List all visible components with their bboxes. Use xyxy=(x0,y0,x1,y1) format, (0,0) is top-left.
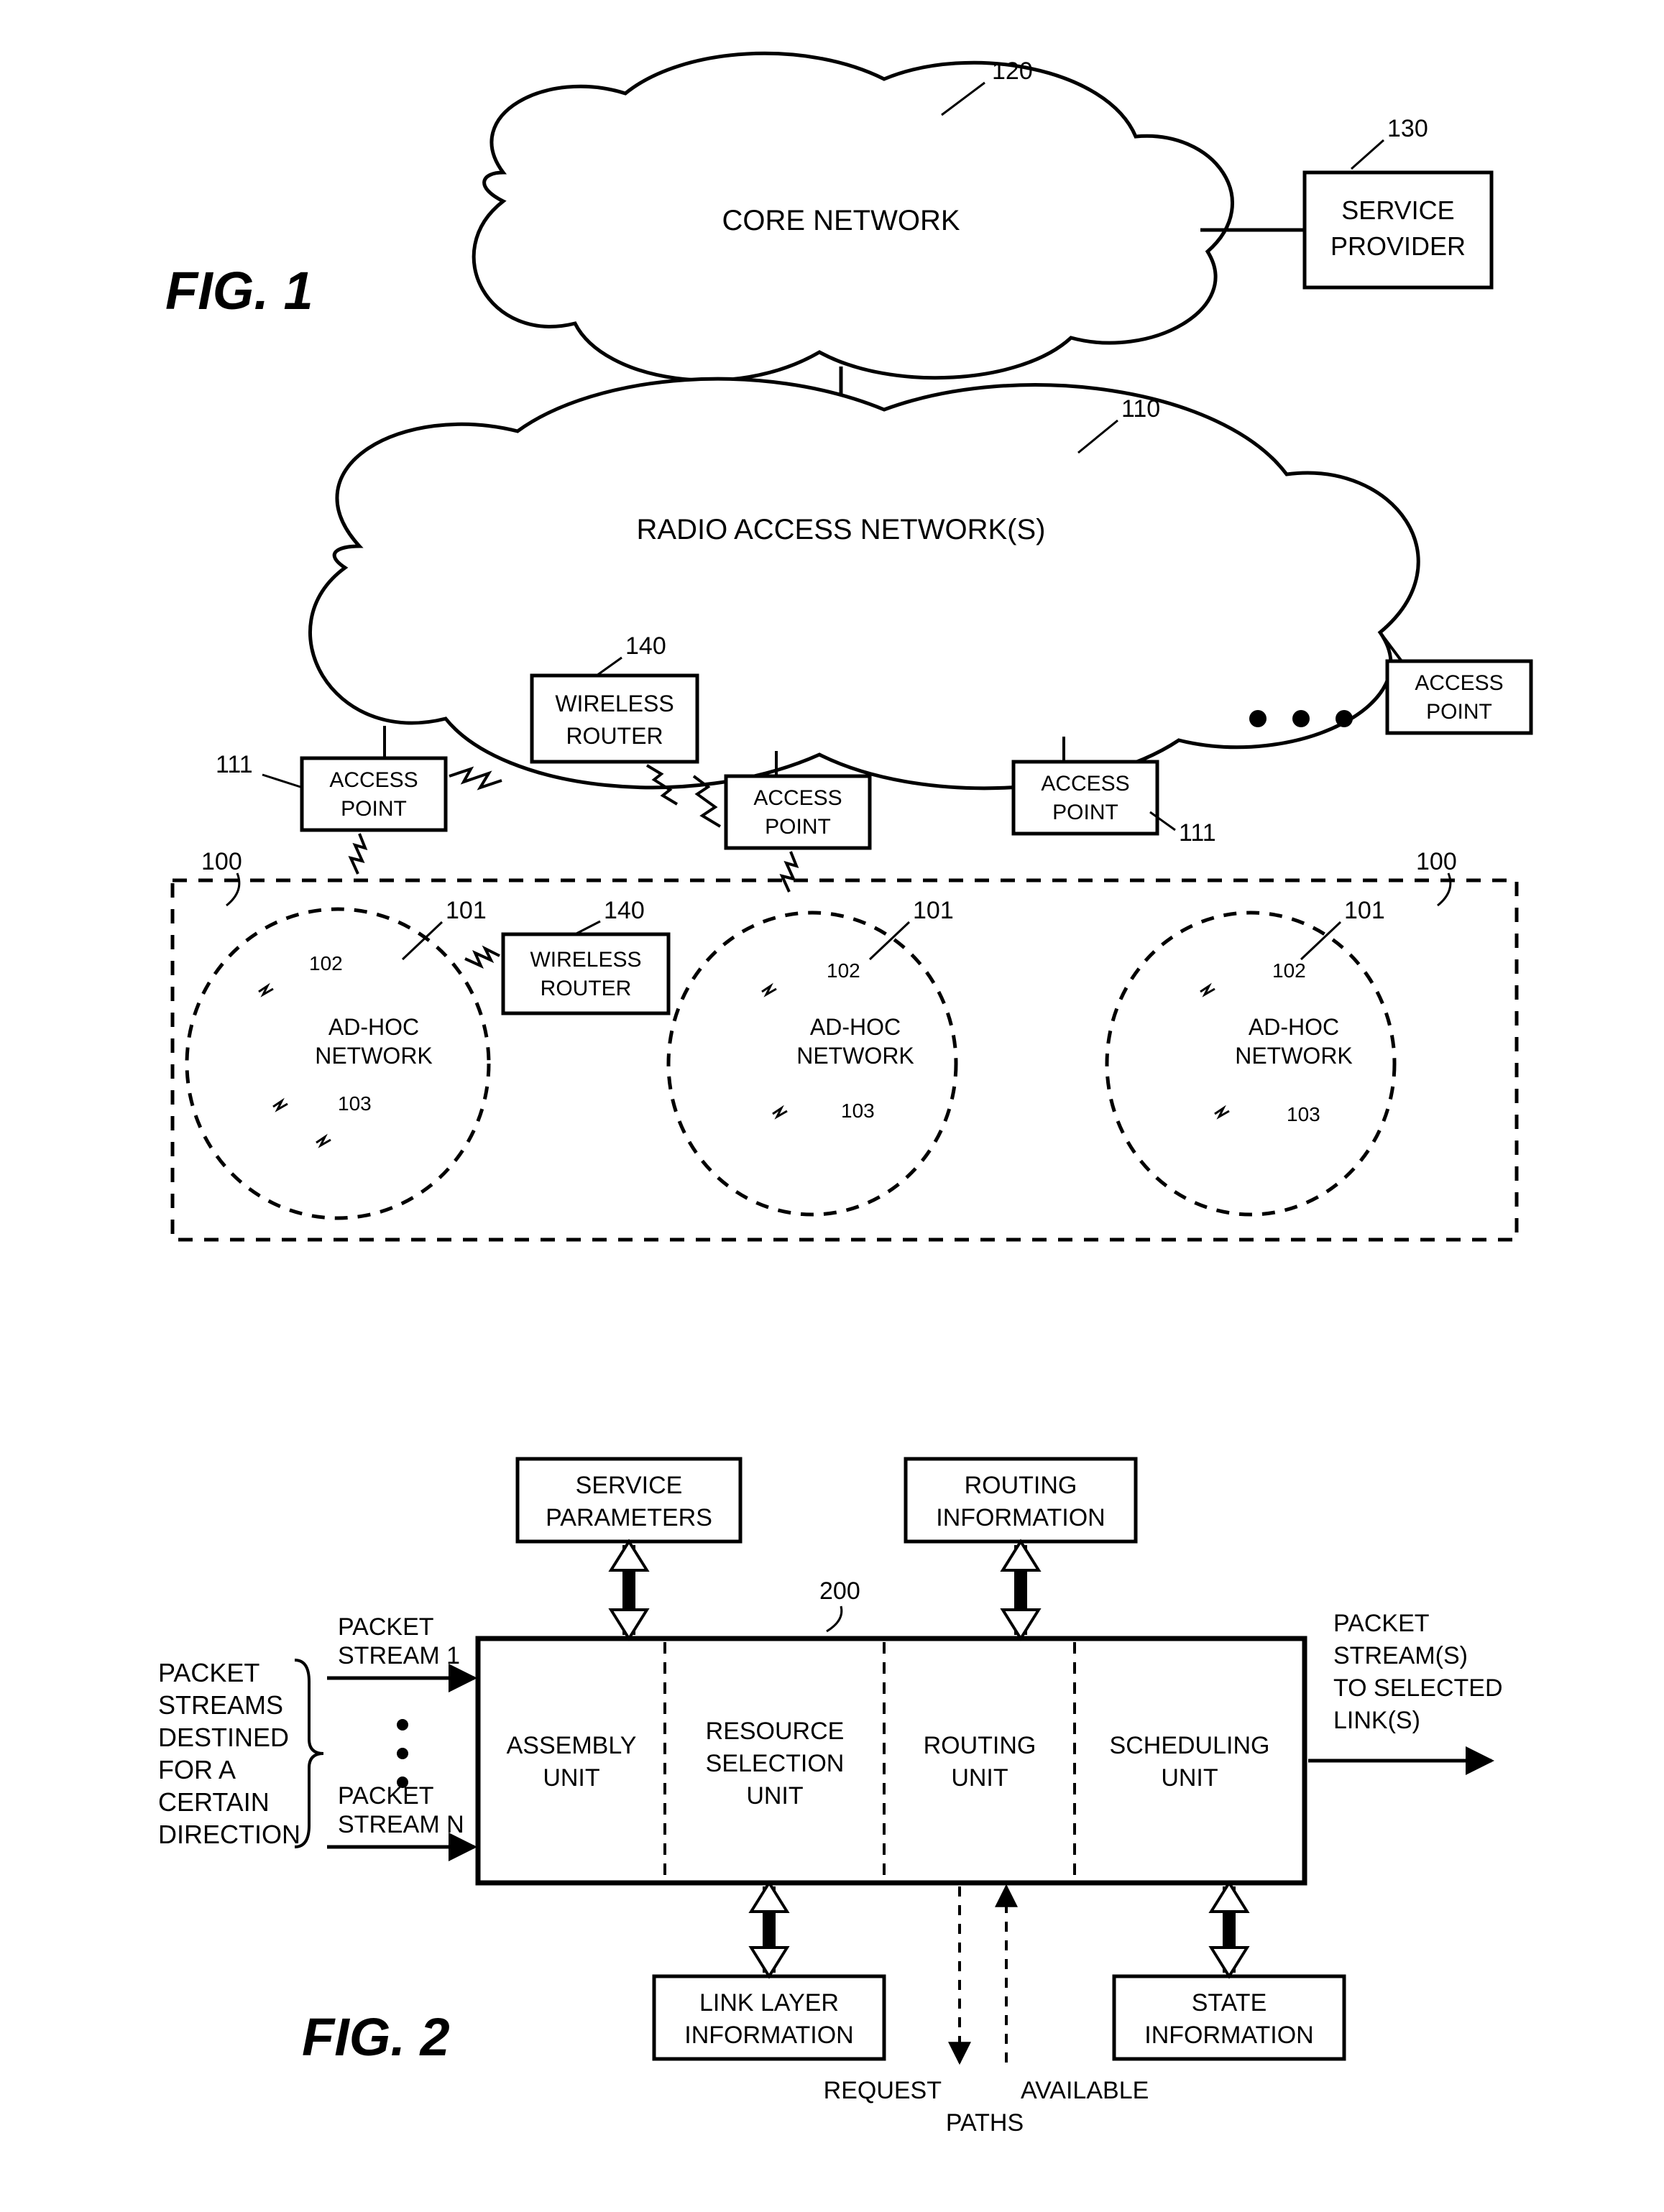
svg-text:STATE: STATE xyxy=(1192,1989,1267,2017)
service-parameters-box: SERVICE PARAMETERS xyxy=(518,1459,740,1542)
svg-text:ROUTING: ROUTING xyxy=(924,1732,1036,1759)
svg-text:102: 102 xyxy=(827,959,860,982)
fig1-title: FIG. 1 xyxy=(165,261,313,321)
svg-text:AD-HOC: AD-HOC xyxy=(810,1014,901,1040)
link-layer-box: LINK LAYER INFORMATION xyxy=(654,1976,884,2059)
svg-text:LINK(S): LINK(S) xyxy=(1333,1707,1420,1734)
adhoc-ref-101-a: 101 xyxy=(446,897,487,924)
svg-text:ROUTING: ROUTING xyxy=(965,1472,1077,1499)
svg-text:NETWORK: NETWORK xyxy=(796,1043,914,1069)
service-provider-l1: SERVICE xyxy=(1341,195,1454,225)
svg-text:POINT: POINT xyxy=(1052,801,1118,824)
svg-text:AD-HOC: AD-HOC xyxy=(1249,1014,1339,1040)
svg-text:UNIT: UNIT xyxy=(746,1782,803,1810)
fig2-ref: 200 xyxy=(819,1577,860,1605)
service-provider: SERVICE PROVIDER 130 xyxy=(1200,115,1491,287)
svg-text:NETWORK: NETWORK xyxy=(315,1043,433,1069)
svg-text:RESOURCE: RESOURCE xyxy=(706,1718,845,1745)
service-provider-ref: 130 xyxy=(1387,115,1428,142)
svg-text:TO SELECTED: TO SELECTED xyxy=(1333,1674,1503,1702)
svg-text:INFORMATION: INFORMATION xyxy=(936,1504,1105,1531)
svg-text:WIRELESS: WIRELESS xyxy=(530,948,641,972)
svg-text:SELECTION: SELECTION xyxy=(706,1750,845,1777)
svg-text:STREAM 1: STREAM 1 xyxy=(338,1642,460,1669)
svg-text:DIRECTION: DIRECTION xyxy=(158,1820,300,1849)
core-network-cloud: CORE NETWORK 120 xyxy=(474,53,1232,380)
svg-text:102: 102 xyxy=(309,952,343,974)
svg-text:ROUTER: ROUTER xyxy=(541,977,632,1000)
svg-text:ACCESS: ACCESS xyxy=(329,768,418,792)
ran-cloud: RADIO ACCESS NETWORK(S) 110 xyxy=(310,379,1418,788)
svg-text:PACKET: PACKET xyxy=(158,1658,259,1687)
wr-lower-ref: 140 xyxy=(604,897,645,924)
svg-text:STREAMS: STREAMS xyxy=(158,1690,283,1720)
svg-text:DESTINED: DESTINED xyxy=(158,1723,289,1752)
service-provider-l2: PROVIDER xyxy=(1330,231,1466,261)
wr-upper-ref: 140 xyxy=(625,632,666,660)
double-arrow-icon xyxy=(1003,1542,1039,1639)
routing-info-box: ROUTING INFORMATION xyxy=(906,1459,1136,1542)
svg-text:ASSEMBLY: ASSEMBLY xyxy=(507,1732,637,1759)
adhoc-ref-101-b: 101 xyxy=(913,897,954,924)
state-info-box: STATE INFORMATION xyxy=(1114,1976,1344,2059)
svg-text:POINT: POINT xyxy=(765,815,831,839)
svg-text:103: 103 xyxy=(338,1092,372,1115)
svg-text:STREAM(S): STREAM(S) xyxy=(1333,1642,1468,1669)
adhoc-ref-100-a: 100 xyxy=(201,848,242,875)
adhoc-group-2: AD-HOC NETWORK xyxy=(668,913,956,1215)
double-arrow-icon xyxy=(611,1542,647,1639)
svg-text:ACCESS: ACCESS xyxy=(753,786,842,810)
ap-ref-left: 111 xyxy=(216,751,253,778)
input-streams: PACKET STREAMS DESTINED FOR A CERTAIN DI… xyxy=(158,1613,474,1849)
svg-text:PATHS: PATHS xyxy=(946,2109,1024,2137)
double-arrow-icon xyxy=(751,1883,787,1976)
svg-text:103: 103 xyxy=(1287,1103,1320,1125)
adhoc-group-3: AD-HOC NETWORK xyxy=(1107,913,1394,1215)
svg-text:POINT: POINT xyxy=(341,797,407,821)
svg-text:NETWORK: NETWORK xyxy=(1235,1043,1353,1069)
svg-text:CERTAIN: CERTAIN xyxy=(158,1787,270,1817)
svg-text:PACKET: PACKET xyxy=(338,1613,434,1641)
ran-ref: 110 xyxy=(1121,395,1160,423)
output-stream: PACKET STREAM(S) TO SELECTED LINK(S) xyxy=(1308,1610,1503,1761)
svg-text:FOR A: FOR A xyxy=(158,1755,236,1784)
svg-text:ACCESS: ACCESS xyxy=(1415,671,1503,695)
svg-text:AVAILABLE: AVAILABLE xyxy=(1021,2077,1149,2104)
access-point-1: ACCESS POINT 111 xyxy=(216,726,502,830)
fig2: FIG. 2 ASSEMBLY UNIT RESOURCE SELECTION … xyxy=(158,1459,1503,2137)
access-point-4: ACCESS POINT xyxy=(1380,632,1531,733)
svg-text:AD-HOC: AD-HOC xyxy=(328,1014,419,1040)
fig1: FIG. 1 CORE NETWORK 120 SERVICE PROVIDER… xyxy=(165,53,1531,1240)
core-network-ref: 120 xyxy=(992,57,1033,85)
adhoc-ref-100-b: 100 xyxy=(1416,848,1457,875)
svg-text:SERVICE: SERVICE xyxy=(576,1472,683,1499)
svg-text:UNIT: UNIT xyxy=(951,1764,1008,1792)
svg-text:INFORMATION: INFORMATION xyxy=(1144,2022,1313,2049)
svg-text:SCHEDULING: SCHEDULING xyxy=(1110,1732,1270,1759)
svg-text:LINK LAYER: LINK LAYER xyxy=(699,1989,839,2017)
svg-text:STREAM N: STREAM N xyxy=(338,1811,464,1838)
ap-ref-right: 111 xyxy=(1179,819,1216,847)
adhoc-ref-101-c: 101 xyxy=(1344,897,1385,924)
main-unit-box: ASSEMBLY UNIT RESOURCE SELECTION UNIT RO… xyxy=(478,1639,1305,1883)
wr-upper-l1: WIRELESS xyxy=(555,691,674,716)
svg-text:INFORMATION: INFORMATION xyxy=(684,2022,853,2049)
fig2-title: FIG. 2 xyxy=(302,2007,450,2067)
svg-text:PACKET: PACKET xyxy=(1333,1610,1430,1637)
svg-text:UNIT: UNIT xyxy=(543,1764,599,1792)
ran-label: RADIO ACCESS NETWORK(S) xyxy=(637,514,1046,545)
wr-upper-l2: ROUTER xyxy=(566,723,663,749)
svg-text:ACCESS: ACCESS xyxy=(1041,772,1129,796)
svg-text:POINT: POINT xyxy=(1426,700,1492,724)
core-network-label: CORE NETWORK xyxy=(722,205,960,236)
svg-text:103: 103 xyxy=(841,1100,875,1122)
svg-text:PACKET: PACKET xyxy=(338,1782,434,1810)
double-arrow-icon xyxy=(1211,1883,1247,1976)
svg-text:102: 102 xyxy=(1272,959,1306,982)
svg-text:PARAMETERS: PARAMETERS xyxy=(546,1504,712,1531)
svg-text:REQUEST: REQUEST xyxy=(824,2077,942,2104)
svg-text:UNIT: UNIT xyxy=(1161,1764,1218,1792)
wireless-router-lower: WIRELESS ROUTER 140 xyxy=(503,897,668,1013)
